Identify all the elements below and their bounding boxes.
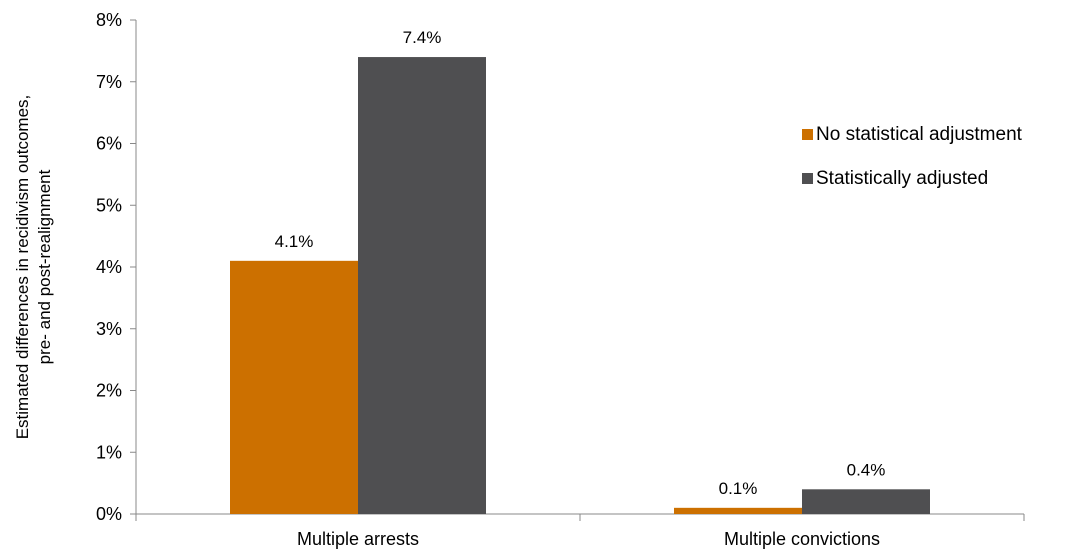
data-labels: 4.1% 7.4% 0.1% 0.4% — [275, 28, 886, 498]
bar — [802, 489, 930, 514]
y-axis-title-line: Estimated differences in recidivism outc… — [13, 95, 32, 440]
legend-swatch — [802, 173, 813, 184]
y-axis-title-line: pre- and post-realignment — [35, 169, 54, 364]
bar — [674, 507, 802, 514]
bar — [230, 260, 358, 514]
y-axis-title: Estimated differences in recidivism outc… — [13, 95, 54, 440]
category-label: Multiple arrests — [297, 529, 419, 549]
legend-entry: No statistical adjustment — [816, 124, 1023, 145]
legend-swatch — [802, 129, 813, 140]
y-tick-label: 5% — [96, 195, 122, 215]
legend: No statistical adjustment Statistically a… — [802, 124, 1023, 189]
category-labels: Multiple arrests Multiple convictions — [297, 529, 880, 549]
y-tick-label: 0% — [96, 504, 122, 524]
y-tick-label: 3% — [96, 319, 122, 339]
data-label: 0.1% — [719, 479, 758, 498]
y-tick-label: 4% — [96, 257, 122, 277]
data-label: 7.4% — [403, 28, 442, 47]
y-tick-label: 2% — [96, 381, 122, 401]
data-label: 4.1% — [275, 232, 314, 251]
y-tick-label: 8% — [96, 10, 122, 30]
y-tick-label: 6% — [96, 134, 122, 154]
y-tick-label: 1% — [96, 442, 122, 462]
data-label: 0.4% — [847, 460, 886, 479]
y-tick-label: 7% — [96, 72, 122, 92]
category-label: Multiple convictions — [724, 529, 880, 549]
y-axis-ticks: 0% 1% 2% 3% 4% 5% 6% 7% 8% — [96, 10, 136, 524]
bars — [230, 57, 930, 515]
bar — [358, 57, 486, 515]
legend-entry: Statistically adjusted — [816, 168, 988, 189]
